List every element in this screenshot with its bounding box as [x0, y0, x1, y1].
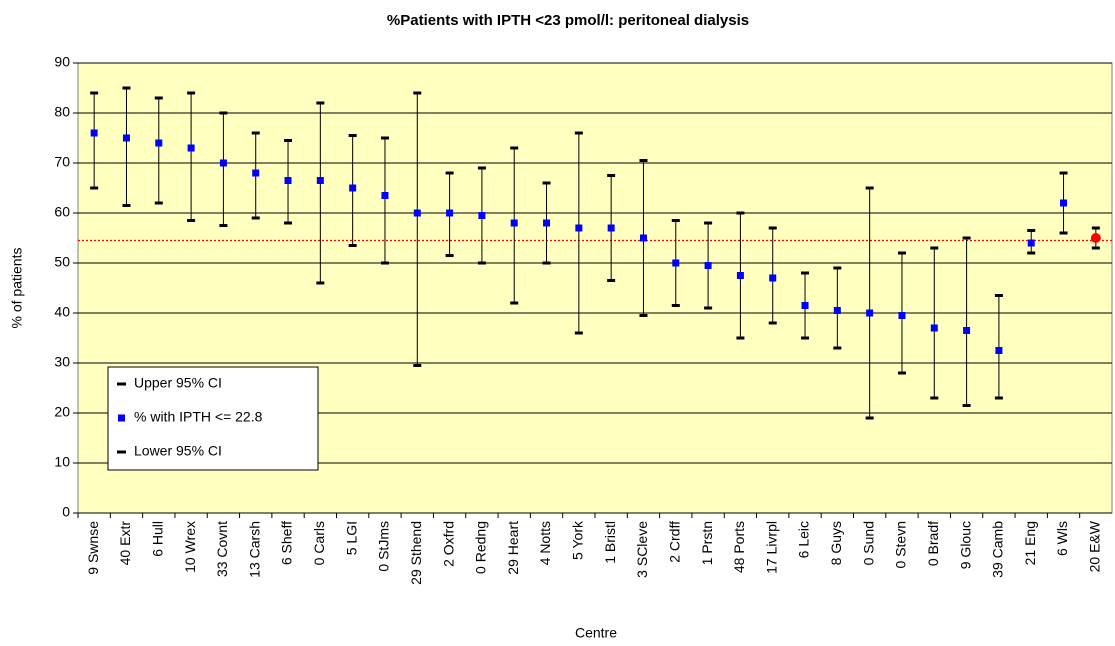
point [1027, 239, 1035, 247]
x-tick-label: 20 E&W [1087, 520, 1103, 572]
point [963, 327, 971, 334]
x-tick-label: 8 Guys [828, 521, 844, 565]
y-tick-label: 90 [54, 54, 70, 70]
y-tick-label: 30 [54, 354, 70, 370]
point [866, 309, 874, 317]
x-tick-label: 2 Crdff [666, 521, 682, 563]
x-tick-label: 6 Wls [1054, 521, 1070, 556]
point [769, 274, 777, 282]
x-tick-label: 39 Camb [990, 521, 1006, 578]
point [316, 177, 324, 184]
y-tick-label: 50 [54, 254, 70, 270]
point [349, 184, 357, 192]
point [122, 134, 130, 142]
point [219, 159, 227, 167]
point [90, 129, 98, 137]
y-tick-label: 10 [54, 454, 70, 470]
y-tick-label: 20 [54, 404, 70, 420]
y-tick-label: 60 [54, 204, 70, 220]
x-tick-label: 0 Sund [860, 521, 876, 565]
point [607, 224, 615, 232]
chart-title: %Patients with IPTH <23 pmol/l: peritone… [387, 12, 749, 29]
x-tick-label: 13 Carsh [246, 521, 262, 578]
point [413, 209, 421, 217]
x-tick-label: 33 Covnt [214, 521, 230, 577]
x-tick-label: 48 Ports [731, 521, 747, 573]
x-tick-label: 5 York [570, 520, 586, 560]
x-tick-label: 5 LGI [343, 521, 359, 555]
point [252, 169, 260, 177]
x-tick-label: 6 Leic [796, 521, 812, 558]
x-tick-label: 0 Bradf [925, 521, 941, 566]
point [284, 177, 292, 184]
x-tick-label: 29 Sthend [408, 521, 424, 585]
x-axis-label: Centre [575, 625, 617, 641]
point [704, 262, 712, 269]
point [898, 312, 906, 319]
x-tick-label: 6 Sheff [279, 521, 295, 565]
x-tick-label: 0 Stevn [893, 521, 909, 568]
x-tick-label: 0 Carls [311, 521, 327, 565]
x-tick-label: 3 SCleve [634, 521, 650, 578]
legend-label: Upper 95% CI [134, 375, 222, 391]
y-tick-label: 70 [54, 154, 70, 170]
x-tick-label: 17 Livrpl [763, 521, 779, 574]
point [575, 224, 583, 232]
point [801, 302, 809, 309]
x-tick-label: 10 Wrex [182, 521, 198, 573]
point [930, 324, 938, 332]
x-tick-label: 0 StJms [376, 521, 392, 572]
point [381, 192, 389, 199]
y-tick-label: 80 [54, 104, 70, 120]
x-tick-label: 21 Eng [1022, 521, 1038, 565]
legend-box [107, 366, 319, 471]
point [995, 347, 1003, 354]
point [1060, 199, 1068, 207]
x-tick-label: 0 Redng [473, 521, 489, 574]
y-tick-label: 40 [54, 304, 70, 320]
point [155, 139, 163, 147]
point [639, 234, 647, 242]
point [446, 209, 454, 217]
x-tick-label: 1 Prstn [699, 521, 715, 565]
x-tick-label: 1 Bristl [602, 521, 618, 564]
point [736, 272, 744, 279]
legend: Upper 95% CI % with IPTH <= 22.8 Lower 95%… [107, 366, 319, 471]
x-tick-label: 9 Glouc [957, 521, 973, 569]
legend-label: % with IPTH <= 22.8 [134, 409, 263, 425]
legend-swatch [118, 414, 125, 422]
x-tick-label: 40 Extr [117, 521, 133, 566]
highlight-point [1090, 233, 1101, 243]
x-tick-label: 9 Swnse [85, 521, 101, 575]
point [672, 259, 680, 267]
legend-label: Lower 95% CI [134, 443, 222, 459]
y-tick-label: 0 [62, 504, 70, 520]
x-tick-label: 29 Heart [505, 521, 521, 575]
point [478, 212, 486, 219]
point [510, 219, 518, 227]
x-tick-label: 6 Hull [149, 521, 165, 557]
point [543, 219, 551, 227]
point [833, 307, 841, 314]
x-tick-label: 2 Oxfrd [440, 521, 456, 567]
point [187, 144, 195, 152]
y-axis-label: % of patients [9, 248, 25, 329]
x-tick-label: 4 Notts [537, 521, 553, 565]
